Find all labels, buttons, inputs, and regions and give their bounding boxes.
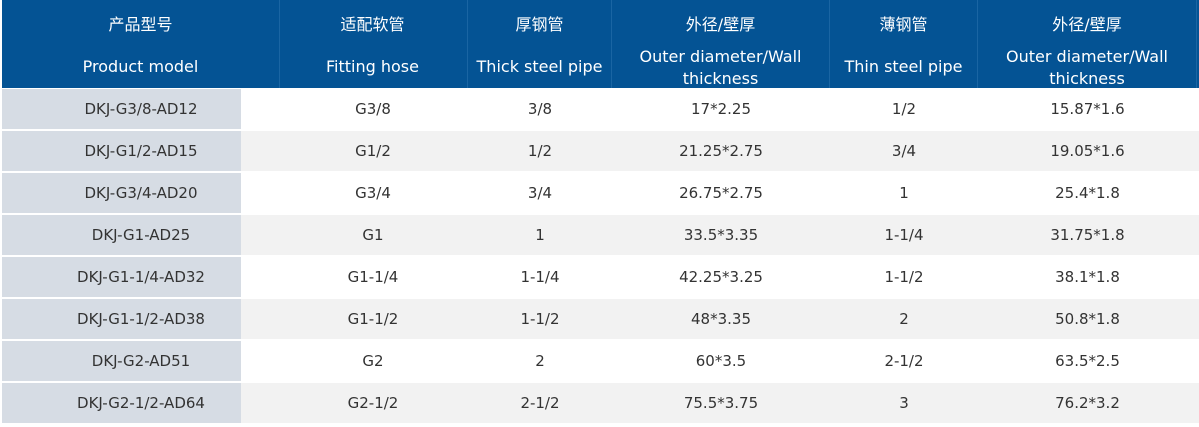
header-en-label: Outer diameter/Wall thickness [639, 47, 802, 88]
cell-thick-steel-pipe: 1 [535, 226, 545, 244]
cell-thin-outer-diameter: 63.5*2.5 [1055, 352, 1120, 370]
table-row: DKJ-G1-AD25 G1 1 33.5*3.35 1-1/4 31.75*1.8 [2, 215, 1199, 255]
header-product-model: 产品型号 Product model [2, 0, 280, 88]
cell-thick-steel-pipe: 2-1/2 [520, 394, 560, 412]
cell-thick-steel-pipe: 3/4 [527, 184, 553, 202]
cell-thick-outer-diameter: 21.25*2.75 [679, 142, 763, 160]
cell-thin-outer-diameter: 31.75*1.8 [1050, 226, 1125, 244]
cell-thick-outer-diameter: 17*2.25 [691, 100, 751, 118]
cell-thick-outer-diameter: 33.5*3.35 [683, 226, 759, 244]
cell-product-model: DKJ-G1/2-AD15 [2, 131, 241, 171]
cell-thick-outer-diameter: 75.5*3.75 [683, 394, 759, 412]
cell-thick-outer-diameter: 48*3.35 [691, 310, 751, 328]
cell-thick-steel-pipe: 2 [535, 352, 545, 370]
cell-fitting-hose: G1-1/4 [347, 268, 399, 286]
table-header: 产品型号 Product model 适配软管 Fitting hose 厚钢管 Thic… [2, 0, 1199, 88]
cell-thin-steel-pipe: 2 [899, 310, 909, 328]
header-en-label: Thin steel pipe [844, 57, 963, 76]
cell-thin-outer-diameter: 19.05*1.6 [1050, 142, 1125, 160]
cell-thick-outer-diameter: 26.75*2.75 [679, 184, 763, 202]
cell-thin-steel-pipe: 2-1/2 [884, 352, 924, 370]
cell-product-model: DKJ-G1-AD25 [2, 215, 241, 255]
header-zh-label: 外径/壁厚 [685, 15, 756, 34]
cell-thin-steel-pipe: 1/2 [891, 100, 917, 118]
cell-thick-steel-pipe: 1-1/4 [520, 268, 560, 286]
header-thick-steel-pipe: 厚钢管 Thick steel pipe [468, 0, 612, 88]
header-thin-outer-diameter: 外径/壁厚 Outer diameter/Wall thickness [978, 0, 1197, 88]
table-row: DKJ-G3/8-AD12 G3/8 3/8 17*2.25 1/2 15.87*1.6 [2, 89, 1199, 129]
cell-fitting-hose: G1 [362, 226, 384, 244]
cell-thin-outer-diameter: 76.2*3.2 [1055, 394, 1120, 412]
header-zh-label: 产品型号 [108, 15, 173, 34]
header-zh-label: 外径/壁厚 [1052, 15, 1122, 34]
table-row: DKJ-G2-1/2-AD64 G2-1/2 2-1/2 75.5*3.75 3 76.2… [2, 383, 1199, 423]
cell-thin-outer-diameter: 15.87*1.6 [1050, 100, 1125, 118]
cell-thin-steel-pipe: 3/4 [891, 142, 917, 160]
cell-thin-steel-pipe: 1-1/2 [884, 268, 924, 286]
cell-fitting-hose: G2-1/2 [347, 394, 399, 412]
header-zh-label: 厚钢管 [515, 15, 564, 34]
cell-product-model: DKJ-G3/4-AD20 [2, 173, 241, 213]
cell-product-model: DKJ-G1-1/4-AD32 [2, 257, 241, 297]
cell-thin-outer-diameter: 38.1*1.8 [1055, 268, 1120, 286]
header-en-label: Fitting hose [326, 57, 419, 76]
cell-fitting-hose: G1-1/2 [347, 310, 399, 328]
header-thin-steel-pipe: 薄钢管 Thin steel pipe [830, 0, 978, 88]
cell-fitting-hose: G2 [362, 352, 384, 370]
cell-thin-outer-diameter: 50.8*1.8 [1055, 310, 1120, 328]
cell-fitting-hose: G3/4 [355, 184, 391, 202]
cell-thin-steel-pipe: 1 [899, 184, 909, 202]
cell-thick-outer-diameter: 60*3.5 [695, 352, 747, 370]
cell-product-model: DKJ-G2-AD51 [2, 341, 241, 381]
table-row: DKJ-G2-AD51 G2 2 60*3.5 2-1/2 63.5*2.5 [2, 341, 1199, 381]
cell-fitting-hose: G3/8 [355, 100, 391, 118]
table-row: DKJ-G1-1/4-AD32 G1-1/4 1-1/4 42.25*3.25 1-1/… [2, 257, 1199, 297]
cell-product-model: DKJ-G2-1/2-AD64 [2, 383, 241, 423]
header-fitting-hose: 适配软管 Fitting hose [278, 0, 468, 88]
cell-product-model: DKJ-G3/8-AD12 [2, 89, 241, 129]
header-en-label: Outer diameter/Wall thickness [1006, 47, 1168, 88]
cell-thick-steel-pipe: 1/2 [527, 142, 553, 160]
cell-thin-steel-pipe: 3 [899, 394, 909, 412]
cell-fitting-hose: G1/2 [355, 142, 391, 160]
cell-thin-steel-pipe: 1-1/4 [884, 226, 924, 244]
cell-thick-outer-diameter: 42.25*3.25 [679, 268, 763, 286]
table-row: DKJ-G3/4-AD20 G3/4 3/4 26.75*2.75 1 25.4*1.8 [2, 173, 1199, 213]
header-en-label: Product model [82, 57, 199, 76]
header-zh-label: 适配软管 [340, 15, 405, 34]
cell-thick-steel-pipe: 1-1/2 [520, 310, 560, 328]
header-zh-label: 薄钢管 [879, 15, 928, 34]
cell-product-model: DKJ-G1-1/2-AD38 [2, 299, 241, 339]
cell-thick-steel-pipe: 3/8 [527, 100, 553, 118]
table-row: DKJ-G1/2-AD15 G1/2 1/2 21.25*2.75 3/4 19.05*1… [2, 131, 1199, 171]
header-thick-outer-diameter: 外径/壁厚 Outer diameter/Wall thickness [612, 0, 830, 88]
header-en-label: Thick steel pipe [476, 57, 603, 76]
cell-thin-outer-diameter: 25.4*1.8 [1055, 184, 1120, 202]
table-row: DKJ-G1-1/2-AD38 G1-1/2 1-1/2 48*3.35 2 50.8*1… [2, 299, 1199, 339]
